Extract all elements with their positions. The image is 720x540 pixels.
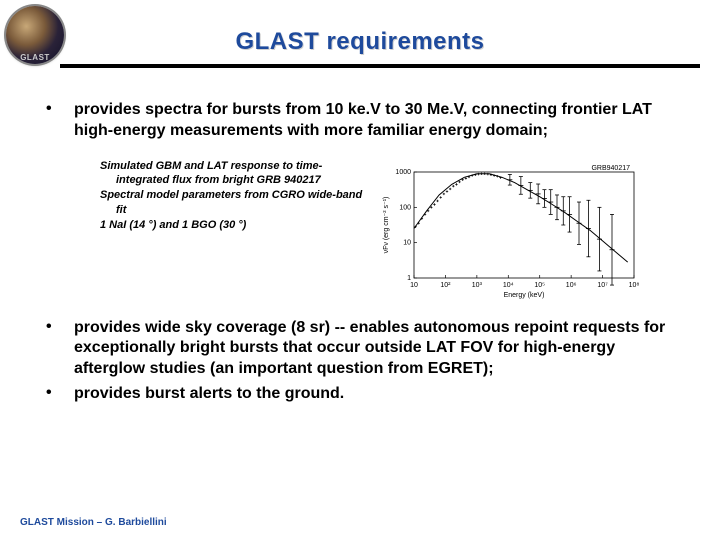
svg-text:1000: 1000 (395, 169, 411, 176)
svg-text:10: 10 (403, 239, 411, 246)
chart-row: Simulated GBM and LAT response to time- … (40, 160, 690, 300)
bullet-text: provides spectra for bursts from 10 ke.V… (74, 100, 690, 142)
svg-text:10⁶: 10⁶ (566, 282, 577, 289)
figure-caption: Simulated GBM and LAT response to time- … (100, 160, 370, 234)
svg-text:10: 10 (410, 282, 418, 289)
svg-text:10³: 10³ (472, 282, 483, 289)
svg-text:10⁷: 10⁷ (597, 282, 608, 289)
bullet-3: • provides burst alerts to the ground. (40, 384, 690, 405)
bullet-mark: • (40, 100, 74, 142)
svg-text:100: 100 (399, 204, 411, 211)
slide-footer: GLAST Mission – G. Barbiellini (20, 517, 167, 528)
svg-text:Energy (keV): Energy (keV) (504, 292, 545, 299)
svg-text:10⁴: 10⁴ (503, 282, 514, 289)
bullet-2: • provides wide sky coverage (8 sr) -- e… (40, 318, 690, 380)
slide-header: GLAST GLAST requirements (0, 0, 720, 80)
bullet-mark: • (40, 318, 74, 380)
slide-title: GLAST requirements (0, 28, 720, 56)
bullet-text: provides burst alerts to the ground. (74, 384, 344, 405)
caption-line: integrated flux from bright GRB 940217 (100, 174, 370, 188)
svg-text:1: 1 (407, 275, 411, 282)
caption-line: 1 NaI (14 °) and 1 BGO (30 °) (100, 219, 370, 233)
title-underline (60, 64, 700, 68)
bullet-text: provides wide sky coverage (8 sr) -- ena… (74, 318, 690, 380)
caption-line: fit (100, 204, 370, 218)
svg-text:10²: 10² (440, 282, 451, 289)
svg-text:10⁵: 10⁵ (534, 282, 545, 289)
bullet-mark: • (40, 384, 74, 405)
bullet-1: • provides spectra for bursts from 10 ke… (40, 100, 690, 142)
svg-text:GRB940217: GRB940217 (591, 165, 630, 172)
slide-body: • provides spectra for bursts from 10 ke… (40, 100, 690, 409)
caption-line: Simulated GBM and LAT response to time- (100, 160, 370, 174)
caption-line: Spectral model parameters from CGRO wide… (100, 189, 370, 203)
spectrum-chart: 1010²10³10⁴10⁵10⁶10⁷10⁸1101001000Energy … (380, 160, 640, 300)
svg-text:10⁸: 10⁸ (629, 282, 640, 289)
svg-text:νFν (erg cm⁻² s⁻¹): νFν (erg cm⁻² s⁻¹) (383, 196, 390, 253)
